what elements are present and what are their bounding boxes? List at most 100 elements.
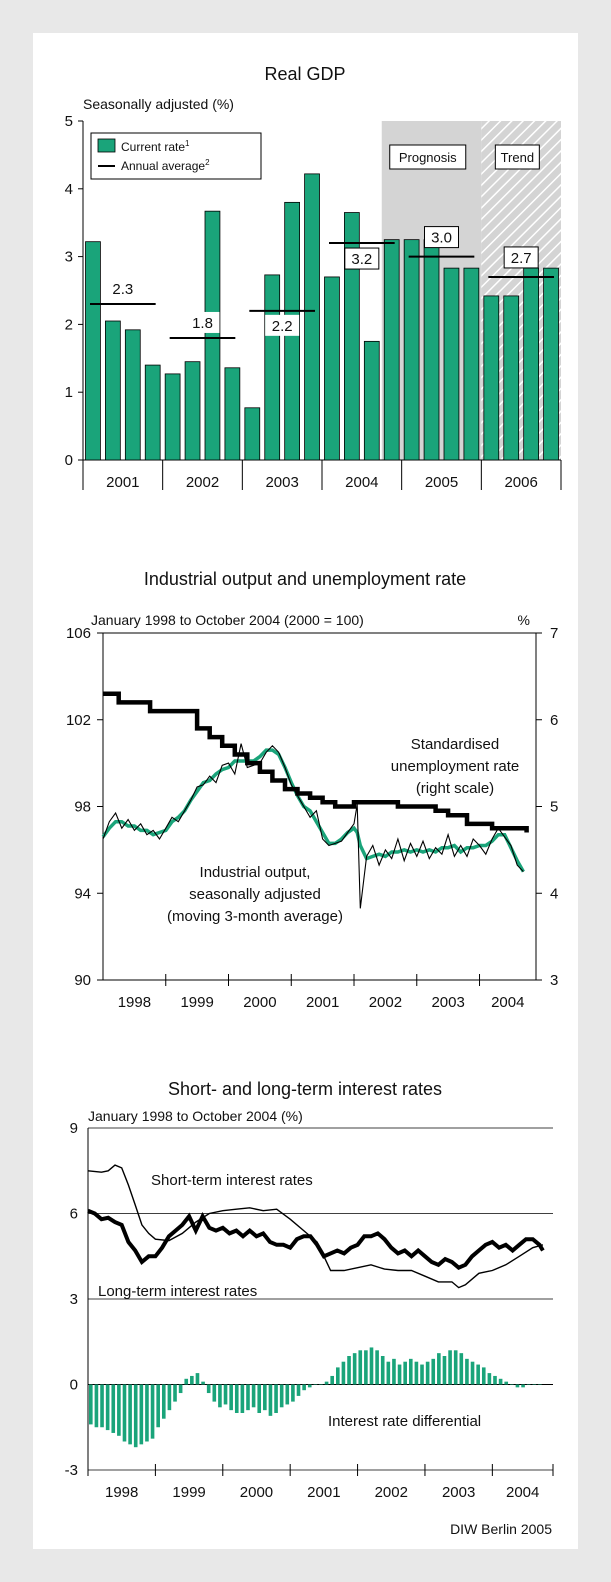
year-label: 1998 — [118, 994, 151, 1011]
differential-bar — [161, 1384, 166, 1419]
average-label-box — [265, 314, 300, 336]
differential-bar — [257, 1384, 262, 1413]
year-label: 2003 — [442, 1484, 475, 1501]
differential-bar — [380, 1356, 385, 1385]
differential-bar — [111, 1384, 116, 1433]
differential-bar — [498, 1378, 503, 1385]
differential-bar — [206, 1384, 211, 1394]
left-y-tick-label: 102 — [66, 712, 91, 729]
y-tick-label: 3 — [65, 249, 73, 266]
gdp-bar — [304, 173, 320, 461]
differential-bar — [139, 1384, 144, 1445]
gdp-bar — [423, 239, 440, 461]
left-y-tick-label: 106 — [66, 625, 91, 642]
legend-average-footnote: 2 — [205, 158, 210, 167]
y-tick-label: -3 — [65, 1462, 78, 1479]
differential-bar — [487, 1373, 492, 1385]
differential-bar — [459, 1353, 464, 1385]
gdp-bar — [244, 407, 261, 461]
year-label: 2001 — [307, 1484, 340, 1501]
year-label: 2006 — [504, 474, 537, 491]
differential-bar — [234, 1384, 239, 1413]
differential-bar — [89, 1384, 93, 1425]
differential-bar — [347, 1356, 351, 1385]
industrial-output-line — [102, 743, 524, 909]
differential-bar — [128, 1384, 132, 1445]
differential-bar — [201, 1381, 205, 1385]
year-label: 1999 — [180, 994, 213, 1011]
short-term-rate-line — [87, 1164, 544, 1289]
differential-bar — [425, 1361, 430, 1385]
right-y-tick-label: 7 — [550, 625, 558, 642]
differential-bar — [386, 1361, 391, 1385]
differential-bar — [403, 1361, 407, 1385]
differential-bar — [493, 1375, 497, 1385]
differential-bar — [285, 1384, 290, 1405]
short-term-annotation: Short-term interest rates — [151, 1172, 313, 1189]
gdp-bar — [85, 241, 101, 461]
gdp-bar — [523, 267, 539, 461]
differential-bar — [291, 1384, 295, 1402]
year-label: 2000 — [240, 1484, 273, 1501]
gdp-bar — [264, 274, 281, 461]
output-annotation: Industrial output, — [200, 864, 311, 881]
interest-rates-chart: Short- and long-term interest rates Janua… — [65, 1079, 554, 1501]
differential-bar — [240, 1384, 245, 1413]
differential-bar — [431, 1358, 436, 1385]
year-label: 2003 — [431, 994, 464, 1011]
gdp-bar — [463, 267, 480, 461]
average-label-box — [105, 278, 140, 300]
y-tick-label: 0 — [70, 1377, 78, 1394]
differential-bar — [117, 1384, 121, 1436]
source-credit: DIW Berlin 2005 — [450, 1521, 552, 1537]
differential-bar — [156, 1384, 160, 1428]
year-label: 2000 — [243, 994, 276, 1011]
right-y-tick-label: 5 — [550, 799, 558, 816]
differential-bar — [100, 1384, 104, 1428]
differential-bar — [173, 1384, 177, 1402]
y-tick-label: 2 — [65, 316, 73, 333]
long-term-rate-line — [87, 1208, 545, 1271]
gdp-bar — [144, 364, 161, 461]
differential-annotation: Interest rate differential — [328, 1413, 481, 1430]
differential-bar — [397, 1364, 402, 1385]
left-y-tick-label: 98 — [74, 799, 91, 816]
differential-bar — [369, 1347, 374, 1385]
year-label: 2002 — [369, 994, 402, 1011]
y-tick-label: 0 — [65, 452, 73, 469]
differential-bar — [274, 1384, 278, 1413]
average-label-box — [185, 311, 220, 333]
legend-box — [90, 132, 262, 180]
year-label: 2004 — [345, 474, 378, 491]
differential-bar — [319, 1384, 323, 1385]
average-label-box — [344, 247, 380, 270]
differential-bar — [296, 1384, 301, 1396]
figure-panel: Real GDP Seasonally adjusted (%) 0 1 2 3 4 5 200… — [33, 33, 578, 1549]
industrial-output-chart: Industrial output and unemployment rate J… — [66, 569, 558, 1011]
differential-bar — [246, 1384, 250, 1411]
legend-average-label: Annual average2 — [121, 158, 210, 173]
differential-bar — [263, 1384, 267, 1411]
differential-bar — [94, 1384, 99, 1428]
year-label: 2003 — [265, 474, 298, 491]
average-label-box — [503, 246, 539, 269]
differential-bar — [313, 1384, 318, 1385]
differential-bar — [515, 1384, 520, 1388]
differential-bar — [324, 1381, 329, 1385]
year-label: 2002 — [186, 474, 219, 491]
average-label: 3.0 — [431, 230, 452, 247]
trend-label-box — [494, 144, 540, 170]
differential-bar — [145, 1384, 149, 1442]
differential-bar — [532, 1384, 537, 1385]
differential-bar — [504, 1381, 509, 1385]
prognosis-label: Prognosis — [399, 150, 457, 165]
gdp-bar — [105, 320, 121, 461]
gdp-bar — [164, 373, 181, 461]
chart-title: Real GDP — [264, 64, 345, 84]
differential-bar — [481, 1367, 486, 1385]
legend-swatch-current — [97, 138, 116, 153]
differential-bar — [392, 1358, 396, 1385]
chart-subtitle: January 1998 to October 2004 (%) — [88, 1108, 303, 1124]
gdp-bar — [483, 295, 500, 461]
right-y-tick-label: 4 — [550, 885, 558, 902]
